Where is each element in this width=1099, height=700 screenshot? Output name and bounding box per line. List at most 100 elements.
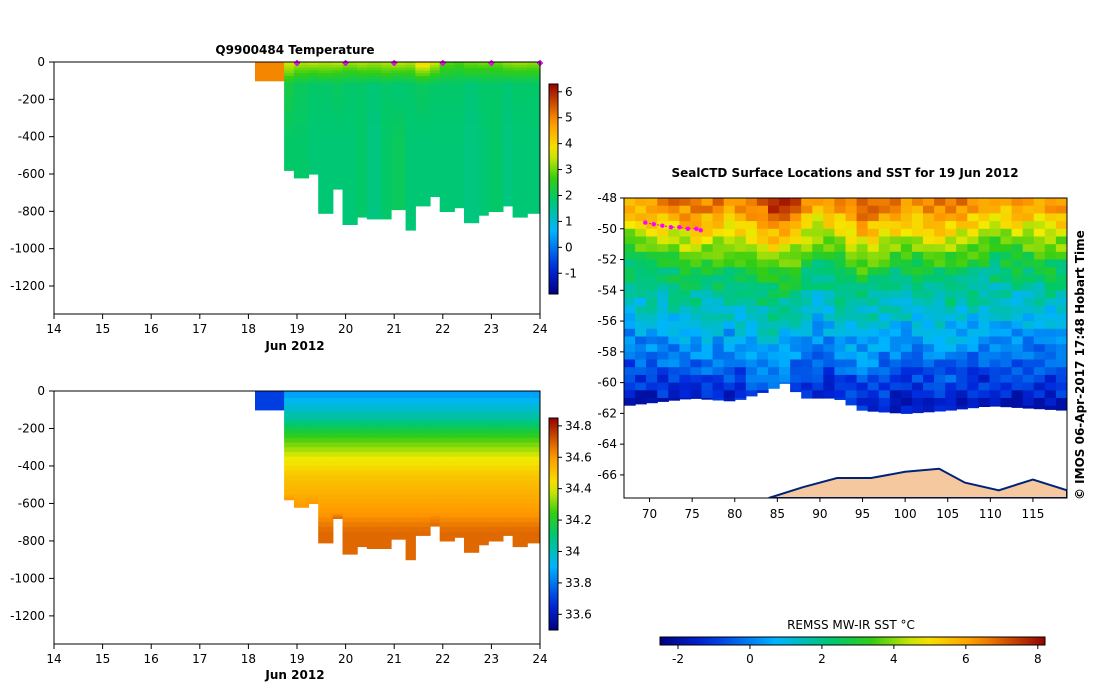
temperature-cell <box>293 84 310 99</box>
temperature-cell <box>342 81 358 85</box>
temperature-cell <box>439 73 455 77</box>
sst-cell <box>723 274 736 284</box>
temperature-cell <box>284 161 295 171</box>
salinity-cell <box>527 494 540 500</box>
sst-cell <box>989 228 1002 238</box>
sst-cell <box>934 344 946 353</box>
salinity-cell <box>454 535 465 538</box>
sst-cell <box>867 274 880 284</box>
salinity-ytick-label: -200 <box>18 421 45 435</box>
salinity-cell <box>512 419 528 425</box>
sst-cell <box>1022 398 1035 407</box>
sst-cell <box>823 328 835 338</box>
sst-cell <box>978 298 991 307</box>
temperature-cell <box>478 175 489 197</box>
temperature-cell <box>405 160 416 184</box>
sst-cell <box>911 344 924 353</box>
salinity-cell <box>429 398 441 406</box>
sst-cell <box>779 267 791 276</box>
salinity-cell <box>381 461 392 467</box>
sst-cell <box>834 398 847 400</box>
sst-cell <box>734 359 747 368</box>
salinity-cell <box>454 498 465 505</box>
sst-cell <box>900 344 913 353</box>
sst-cell <box>878 236 891 245</box>
temperature-cell <box>293 64 310 69</box>
sst-cell <box>889 390 902 399</box>
sst-cell <box>635 274 647 284</box>
sst-cell <box>734 351 747 361</box>
temperature-cell <box>405 73 416 77</box>
temperature-cell <box>332 123 343 138</box>
salinity-cell <box>527 470 540 476</box>
salinity-cell <box>488 536 504 540</box>
sst-cell <box>956 228 968 238</box>
salinity-cell <box>318 461 334 467</box>
sst-cell <box>790 267 802 276</box>
temperature-cell <box>415 76 431 80</box>
temperature-cell <box>502 73 514 77</box>
sst-cell <box>1000 213 1013 222</box>
temperature-cell <box>454 67 465 71</box>
temperature-cell <box>527 70 540 74</box>
sst-cell <box>834 382 847 391</box>
temperature-cell <box>439 76 455 80</box>
salinity-cell <box>342 447 358 453</box>
salinity-cell <box>381 512 392 519</box>
salinity-cell <box>512 503 528 509</box>
sst-cell <box>978 228 991 238</box>
sst-cell <box>878 198 891 207</box>
sst-cell <box>978 344 991 353</box>
sst-cell <box>1022 213 1035 222</box>
salinity-cell <box>502 398 514 406</box>
sst-cell <box>856 351 869 361</box>
sst-cell <box>923 328 935 338</box>
map-ytick-label: -64 <box>597 437 617 451</box>
salinity-cell <box>478 503 489 509</box>
sst-cell <box>1011 359 1024 368</box>
sst-cell <box>956 251 968 261</box>
sst-cell <box>657 359 669 368</box>
sst-cell <box>801 267 813 276</box>
salinity-cell <box>502 456 514 462</box>
sst-cell <box>867 351 880 361</box>
salinity-cell <box>502 475 514 481</box>
sst-cell <box>756 321 769 330</box>
sst-cell <box>900 298 913 307</box>
salinity-cell <box>429 519 441 524</box>
sst-cell <box>668 267 680 276</box>
temperature-cell <box>308 155 319 166</box>
map-xtick-label: 115 <box>1021 507 1044 521</box>
salinity-cell <box>512 398 528 406</box>
salinity-cell <box>415 503 431 509</box>
salinity-cell <box>454 456 465 462</box>
sst-cell <box>635 328 647 338</box>
sst-cell <box>801 198 813 207</box>
temperature-cell <box>439 192 455 212</box>
salinity-cell <box>464 451 480 458</box>
sst-cell <box>657 267 669 276</box>
sst-cell <box>1044 390 1057 399</box>
sst-colorbar-label: 6 <box>962 652 970 666</box>
salinity-cell <box>318 419 334 425</box>
salinity-cell <box>357 542 368 548</box>
sst-cell <box>745 313 758 322</box>
sst-cell <box>768 359 780 368</box>
salinity-colorbar-label: 34 <box>565 544 580 558</box>
salinity-cell <box>366 475 382 481</box>
salinity-cell <box>255 395 285 401</box>
sst-cell <box>1044 344 1057 353</box>
salinity-cell <box>381 405 392 413</box>
salinity-cell <box>512 412 528 420</box>
salinity-cell <box>357 526 368 533</box>
salinity-cell <box>488 405 504 413</box>
temperature-xtick-label: 17 <box>192 322 207 336</box>
map-axes-frame <box>623 197 1068 499</box>
temperature-cell <box>366 84 382 99</box>
sst-cell <box>701 228 714 238</box>
sst-cell <box>1033 336 1046 345</box>
sst-cell <box>900 313 913 322</box>
sst-cell <box>856 213 869 222</box>
salinity-cell <box>415 532 431 534</box>
sst-cell <box>945 274 957 284</box>
